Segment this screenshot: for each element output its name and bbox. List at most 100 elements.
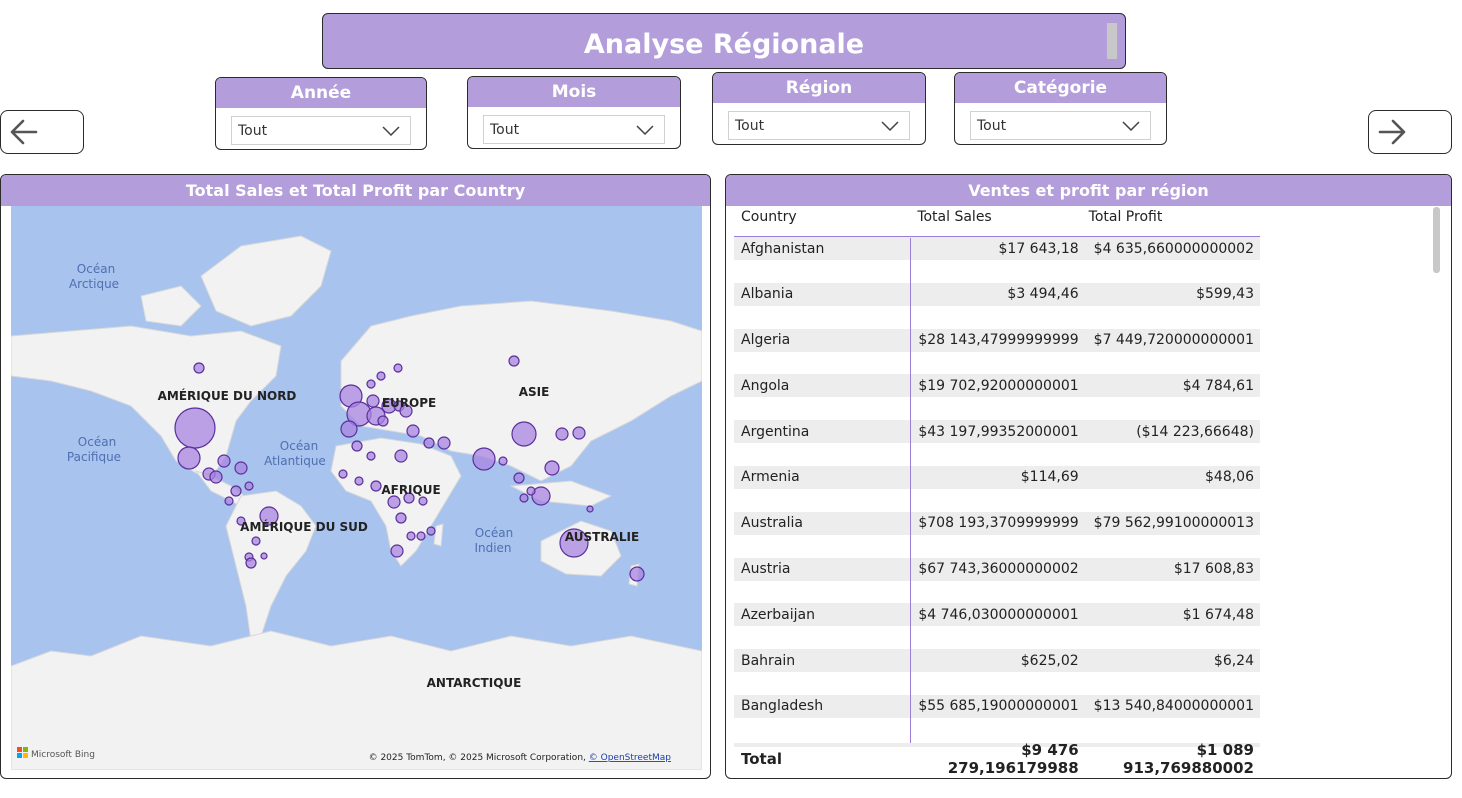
label-ocean-indian-1: Océan	[475, 526, 513, 540]
land-arctic-islands	[140, 285, 202, 327]
bubble-russia-west[interactable]	[399, 404, 413, 418]
map-panel: Total Sales et Total Profit par Country	[0, 174, 711, 779]
bubble-spain[interactable]	[340, 420, 358, 438]
bubble-philippines[interactable]	[544, 460, 560, 476]
bubble-mozambique[interactable]	[416, 531, 426, 541]
slicer-region: Région Tout	[712, 72, 926, 145]
bubble-nigeria[interactable]	[370, 480, 382, 492]
bubble-egypt[interactable]	[394, 449, 408, 463]
bubble-japan[interactable]	[555, 427, 569, 441]
land-antarctica	[10, 630, 703, 771]
bubble-angola[interactable]	[406, 531, 416, 541]
bubble-papua-new-guinea[interactable]	[586, 505, 594, 513]
cell-sales: $625,02	[1020, 652, 1079, 669]
bubble-kenya[interactable]	[418, 496, 428, 506]
cell-sales: $3 494,46	[1007, 286, 1079, 303]
arrow-left-icon	[10, 119, 38, 145]
table-row[interactable]: Argentina $43 197,99352000001 ($14 223,6…	[734, 420, 1260, 466]
cell-country: Afghanistan	[741, 240, 825, 257]
bubble-mexico[interactable]	[177, 446, 201, 470]
bubble-senegal[interactable]	[338, 469, 348, 479]
cell-profit: $48,06	[1205, 469, 1254, 486]
bubble-dominican-republic[interactable]	[234, 461, 248, 475]
bubble-canada[interactable]	[193, 362, 205, 374]
bubble-brazil[interactable]	[259, 506, 279, 526]
bubble-south-korea[interactable]	[572, 426, 586, 440]
bubble-indonesia[interactable]	[531, 486, 551, 506]
bubble-turkey[interactable]	[406, 424, 420, 438]
bubble-iran[interactable]	[423, 437, 435, 449]
bubble-south-africa[interactable]	[390, 544, 404, 558]
label-south-america: AMÉRIQUE DU SUD	[240, 519, 368, 534]
label-asia: ASIE	[519, 385, 550, 399]
openstreetmap-link[interactable]: © OpenStreetMap	[589, 753, 672, 763]
bubble-madagascar[interactable]	[426, 526, 436, 536]
bubble-thailand[interactable]	[513, 472, 525, 484]
slicer-annee-value: Tout	[238, 122, 268, 139]
bubble-layer[interactable]	[174, 355, 645, 582]
bubble-argentina[interactable]	[245, 557, 257, 569]
world-map[interactable]: Océan Arctique Océan Pacifique Océan Atl…	[10, 206, 703, 771]
bubble-china[interactable]	[511, 421, 537, 447]
bubble-pakistan[interactable]	[437, 436, 451, 450]
bubble-new-zealand[interactable]	[629, 566, 645, 582]
bubble-netherlands[interactable]	[366, 394, 380, 408]
table-row[interactable]: Bangladesh $55 685,19000000001 $13 540,8…	[734, 694, 1260, 741]
table-row[interactable]: Angola $19 702,92000000001 $4 784,61	[734, 374, 1260, 420]
bubble-uruguay[interactable]	[260, 552, 268, 560]
table-row[interactable]: Armenia $114,69 $48,06	[734, 465, 1260, 512]
column-header-total-profit[interactable]: Total Profit	[1088, 209, 1163, 225]
bubble-bangladesh[interactable]	[498, 456, 508, 466]
label-ocean-atlantic-1: Océan	[280, 439, 318, 453]
slicer-categorie-dropdown[interactable]: Tout	[970, 111, 1151, 140]
bubble-italy[interactable]	[377, 415, 389, 427]
land-madagascar	[433, 523, 444, 547]
bubble-honduras[interactable]	[209, 470, 223, 484]
bubble-united-states[interactable]	[174, 407, 216, 449]
slicer-annee-dropdown[interactable]: Tout	[231, 116, 411, 145]
bubble-mongolia[interactable]	[508, 355, 520, 367]
bubble-denmark[interactable]	[366, 379, 376, 389]
bubble-norway[interactable]	[376, 371, 386, 381]
back-button[interactable]	[0, 110, 84, 154]
bubble-india[interactable]	[472, 447, 496, 471]
label-north-america: AMÉRIQUE DU NORD	[158, 388, 297, 403]
table-row[interactable]: Algeria $28 143,47999999999 $7 449,72000…	[734, 328, 1260, 375]
cell-profit: $1 674,48	[1182, 606, 1254, 623]
bubble-ethiopia[interactable]	[403, 492, 415, 504]
map-canvas[interactable]: Océan Arctique Océan Pacifique Océan Atl…	[10, 206, 703, 771]
table-row[interactable]: Albania $3 494,46 $599,43	[734, 282, 1260, 329]
cell-sales: $708 193,3709999999	[918, 515, 1079, 532]
bubble-ecuador[interactable]	[224, 496, 234, 506]
table-row[interactable]: Bahrain $625,02 $6,24	[734, 649, 1260, 695]
bubble-guatemala[interactable]	[217, 454, 231, 468]
column-header-country[interactable]: Country	[741, 209, 797, 225]
bubble-australia[interactable]	[559, 528, 589, 558]
forward-button[interactable]	[1368, 110, 1452, 154]
cell-profit: $79 562,99100000013	[1093, 515, 1254, 532]
slicer-region-value: Tout	[735, 117, 765, 134]
cell-sales: $43 197,99352000001	[918, 423, 1079, 440]
slicer-categorie-label: Catégorie	[955, 73, 1166, 103]
bubble-congo[interactable]	[395, 512, 407, 524]
bubble-colombia[interactable]	[230, 485, 242, 497]
bubble-malaysia[interactable]	[526, 486, 536, 496]
bubble-morocco[interactable]	[351, 440, 363, 452]
slicer-region-dropdown[interactable]: Tout	[728, 111, 910, 140]
bubble-cameroon[interactable]	[387, 495, 401, 509]
table-row[interactable]: Afghanistan $17 643,18 $4 635,6600000000…	[734, 237, 1260, 283]
column-header-total-sales[interactable]: Total Sales	[917, 209, 992, 225]
table-row[interactable]: Azerbaijan $4 746,030000000001 $1 674,48	[734, 603, 1260, 649]
bubble-peru[interactable]	[236, 516, 246, 526]
table-scrollbar[interactable]	[1433, 207, 1440, 273]
bubble-finland[interactable]	[393, 363, 403, 373]
bubble-ghana[interactable]	[354, 476, 364, 486]
title-scrollbar[interactable]	[1107, 23, 1117, 59]
slicer-mois-dropdown[interactable]: Tout	[483, 115, 665, 144]
table-row[interactable]: Australia $708 193,3709999999 $79 562,99…	[734, 511, 1260, 558]
bubble-singapore[interactable]	[519, 493, 529, 503]
table-row[interactable]: Austria $67 743,36000000002 $17 608,83	[734, 557, 1260, 604]
bubble-venezuela[interactable]	[244, 481, 254, 491]
bubble-algeria[interactable]	[366, 451, 376, 461]
bubble-bolivia[interactable]	[251, 536, 261, 546]
